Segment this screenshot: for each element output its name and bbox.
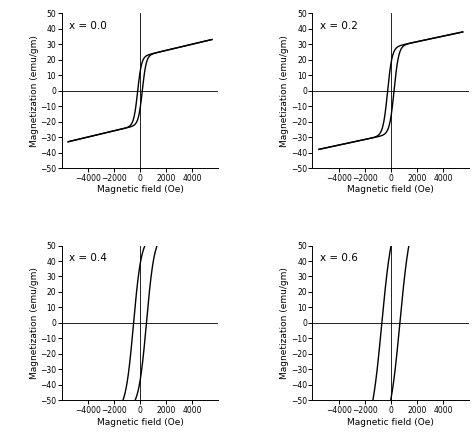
X-axis label: Magnetic field (Oe): Magnetic field (Oe) xyxy=(347,418,434,427)
X-axis label: Magnetic field (Oe): Magnetic field (Oe) xyxy=(97,418,183,427)
X-axis label: Magnetic field (Oe): Magnetic field (Oe) xyxy=(347,185,434,194)
Text: x = 0.6: x = 0.6 xyxy=(320,253,358,263)
X-axis label: Magnetic field (Oe): Magnetic field (Oe) xyxy=(97,185,183,194)
Text: x = 0.4: x = 0.4 xyxy=(70,253,107,263)
Y-axis label: Magnetization (emu/gm): Magnetization (emu/gm) xyxy=(29,35,38,147)
Text: x = 0.2: x = 0.2 xyxy=(320,21,358,31)
Y-axis label: Magnetization (emu/gm): Magnetization (emu/gm) xyxy=(29,267,38,379)
Text: x = 0.0: x = 0.0 xyxy=(70,21,107,31)
Y-axis label: Magnetization (emu/gm): Magnetization (emu/gm) xyxy=(281,267,290,379)
Y-axis label: Magnetization (emu/gm): Magnetization (emu/gm) xyxy=(281,35,290,147)
